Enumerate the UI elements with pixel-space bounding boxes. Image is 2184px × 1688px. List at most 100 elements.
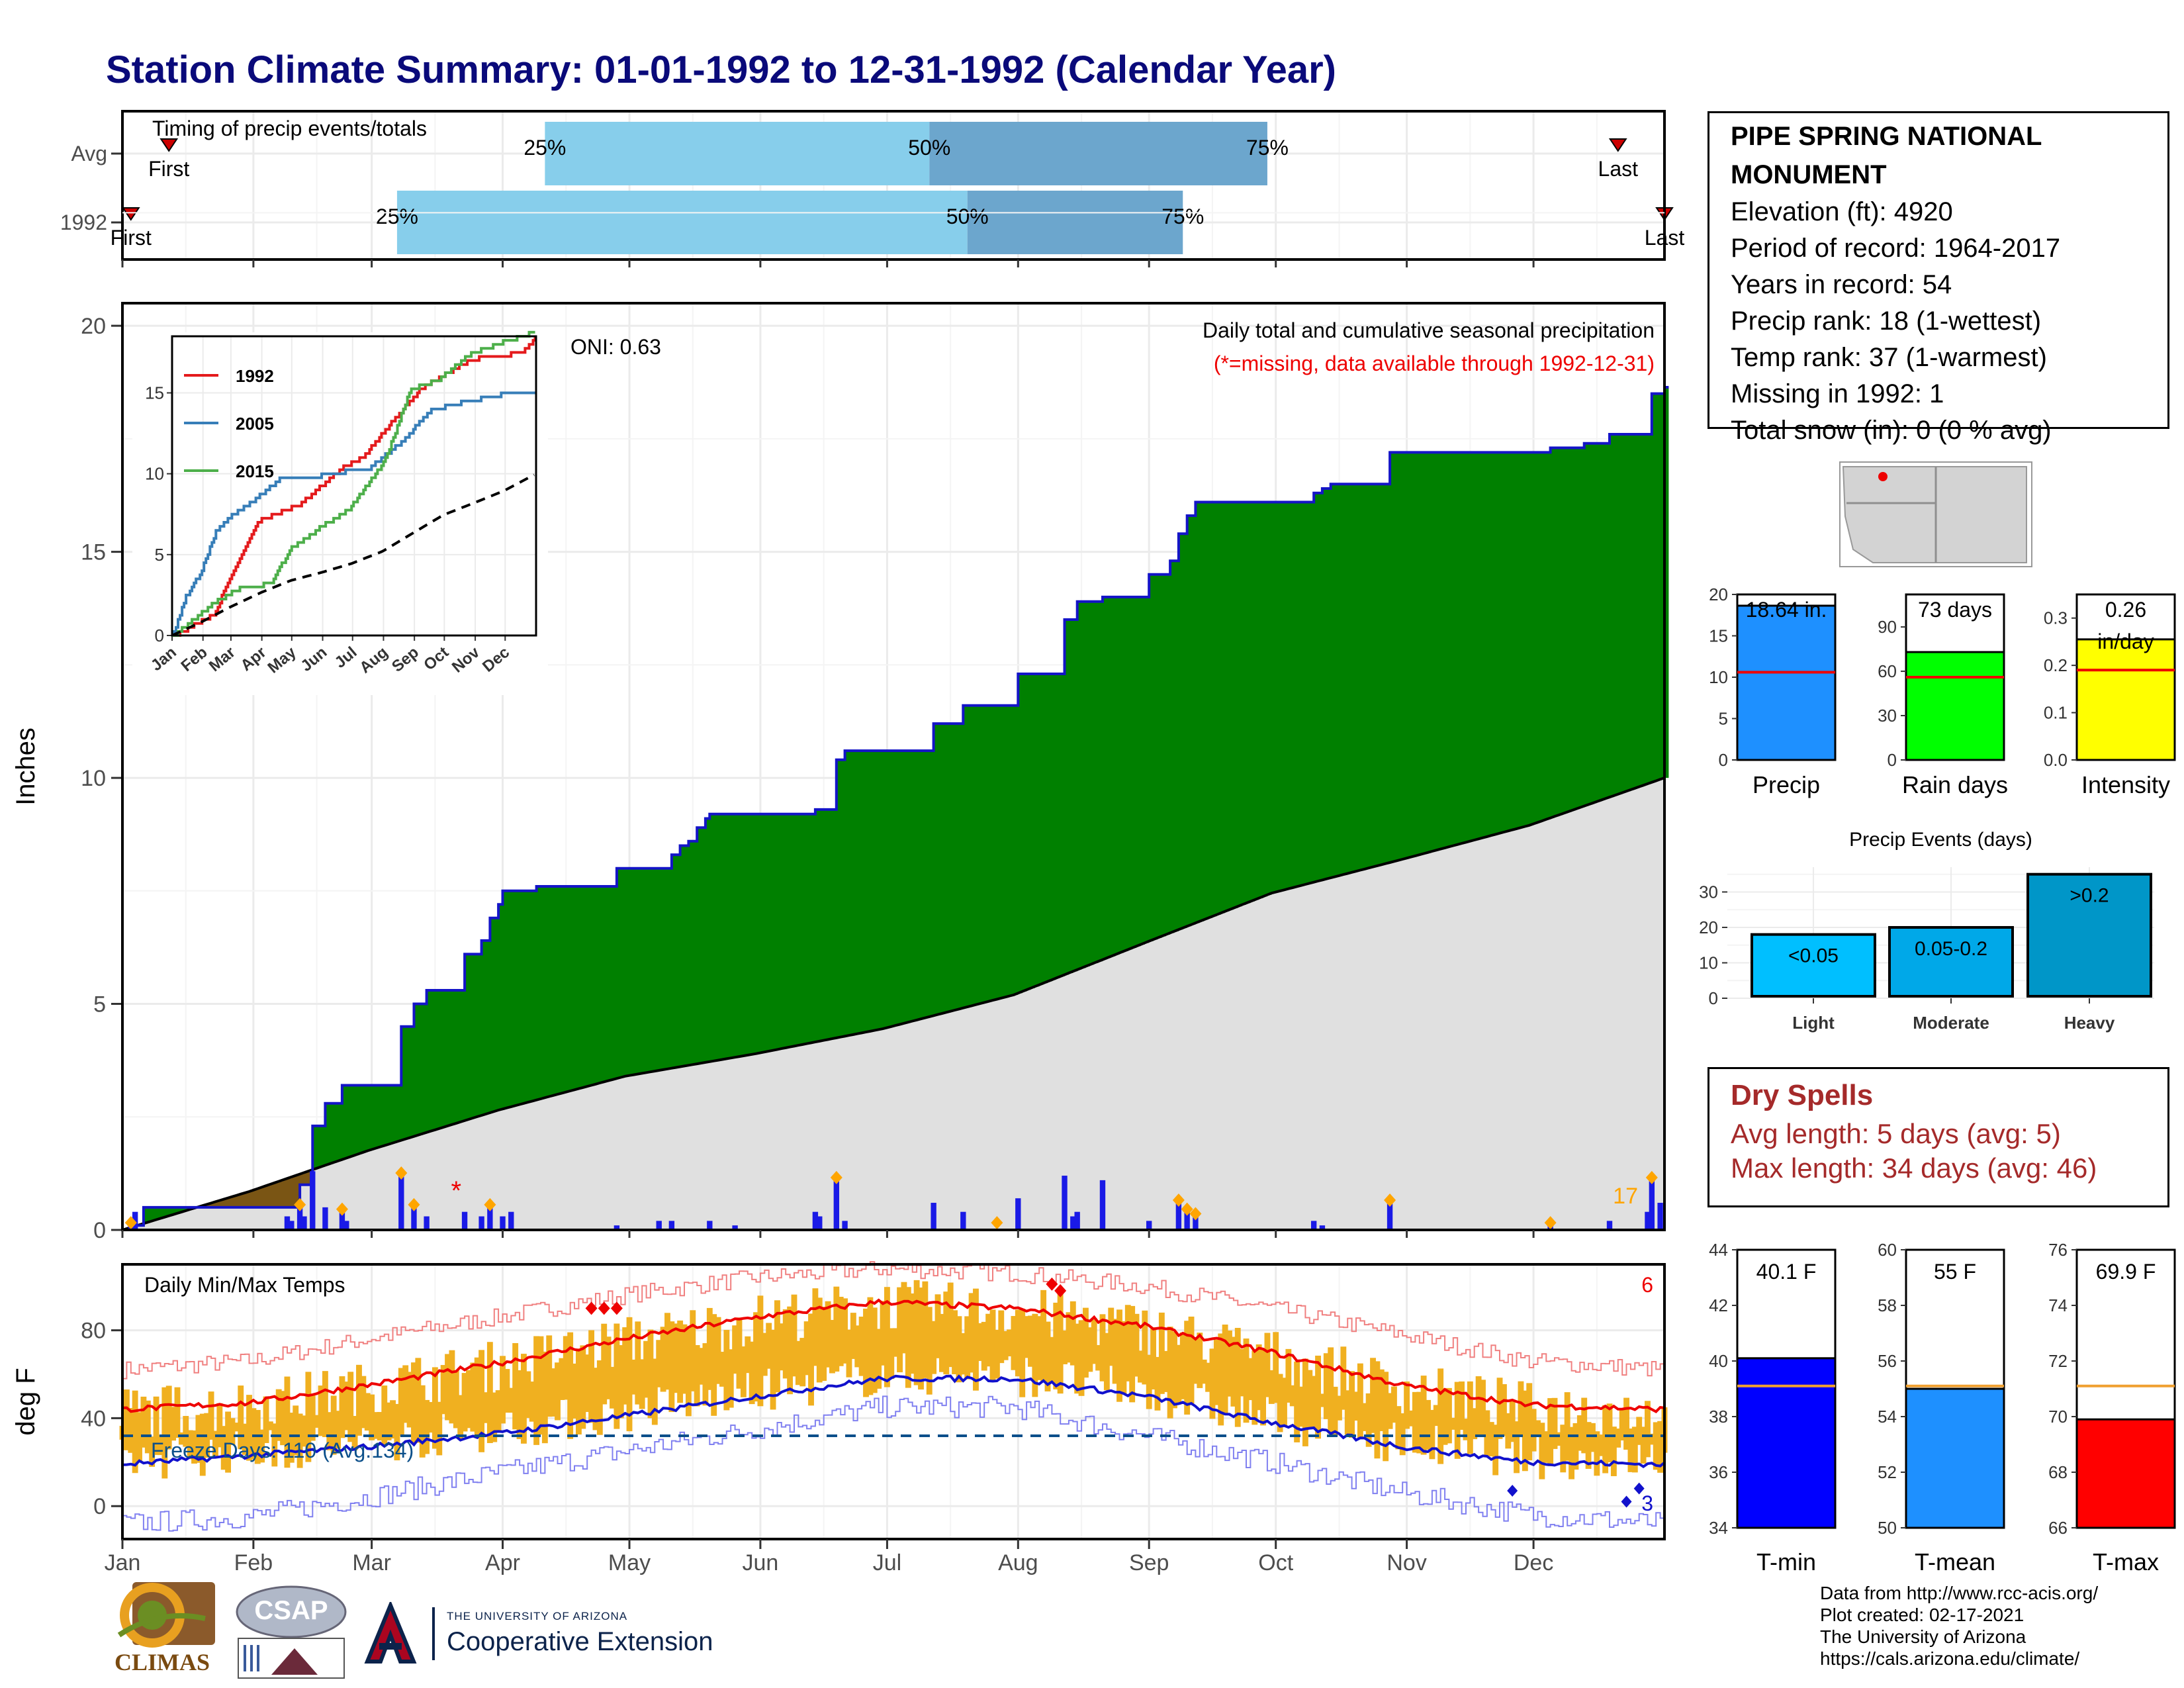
temp-daily-bar — [1315, 1355, 1321, 1439]
temp-panel-border — [121, 1263, 1666, 1540]
temp-daily-bar — [474, 1357, 480, 1438]
temp-daily-bar — [390, 1400, 396, 1439]
temp-record-low-icon — [1621, 1495, 1632, 1508]
temp-daily-bar — [508, 1387, 514, 1413]
month-label: Apr — [485, 1550, 520, 1575]
temp-daily-bar — [842, 1298, 848, 1364]
temp-daily-bar — [216, 1403, 223, 1448]
temp-daily-bar — [952, 1310, 958, 1375]
inset-series-line — [172, 336, 537, 637]
temp-daily-bar — [1091, 1318, 1097, 1364]
temp-daily-bar — [1518, 1381, 1524, 1436]
temp-daily-bar — [1412, 1391, 1418, 1453]
cum-daily-bar — [1146, 1221, 1152, 1230]
summary-ytick-label: 76 — [2048, 1240, 2068, 1260]
summary-ytick-label: 0 — [1719, 750, 1728, 770]
temp-daily-bar — [504, 1369, 510, 1413]
events-bar-label: <0.05 — [1788, 945, 1839, 967]
events-bar-label: >0.2 — [2070, 885, 2109, 907]
temp-daily-bar — [943, 1291, 950, 1375]
temp-daily-bar — [1277, 1374, 1283, 1432]
month-axis: Jan Feb Mar Apr May Jun Jul Aug Sep Oct Nov Dec — [105, 259, 1553, 1575]
month-label: Nov — [1387, 1550, 1426, 1575]
summary-value-bar — [1736, 1357, 1837, 1529]
temp-daily-bar — [1560, 1425, 1567, 1473]
temp-daily-bar — [335, 1411, 341, 1449]
temp-daily-bar — [1645, 1401, 1651, 1458]
temp-daily-bar — [516, 1370, 523, 1440]
temp-daily-bar — [1167, 1327, 1173, 1419]
temp-daily-bar — [1446, 1387, 1452, 1444]
temp-daily-bar — [1488, 1422, 1494, 1457]
temp-daily-bar — [1627, 1428, 1634, 1472]
cum-daily-bar — [1099, 1180, 1106, 1230]
temp-daily-bar — [1383, 1372, 1389, 1462]
temp-daily-bar — [643, 1340, 649, 1398]
cum-count-label: 17 — [1613, 1184, 1638, 1209]
temp-daily-bar — [1032, 1313, 1038, 1397]
temp-daily-bar — [1273, 1332, 1279, 1403]
summary-value-label: 69.9 F — [2096, 1260, 2156, 1284]
temp-daily-bar — [1213, 1339, 1220, 1405]
temp-daily-bar — [1251, 1350, 1258, 1425]
summary-ytick-label: 5 — [1719, 709, 1728, 729]
temp-daily-bar — [672, 1323, 679, 1393]
station-info-box: PIPE SPRING NATIONAL MONUMENT Elevation … — [1707, 111, 2169, 445]
cum-missing-marker: * — [451, 1176, 462, 1205]
temp-daily-bar — [1083, 1307, 1089, 1378]
timing-marker-icon — [1608, 138, 1627, 152]
temp-daily-bar — [1530, 1409, 1537, 1452]
temp-daily-bar — [580, 1345, 586, 1429]
temp-record-high-icon — [585, 1301, 598, 1315]
cum-daily-bar — [478, 1216, 484, 1230]
temp-daily-bar — [1015, 1309, 1021, 1377]
summary-ytick-label: 68 — [2048, 1462, 2068, 1482]
temp-daily-bar — [280, 1391, 287, 1446]
temp-daily-bar — [343, 1382, 349, 1430]
timing-marker-label: First — [148, 157, 189, 181]
temp-record-low-icon — [1633, 1482, 1645, 1495]
temp-daily-bar — [723, 1330, 730, 1411]
summary-ytick-label: 34 — [1709, 1518, 1728, 1538]
ua-small-text: THE UNIVERSITY OF ARIZONA — [447, 1610, 628, 1622]
temp-daily-bar — [1289, 1385, 1296, 1407]
temp-daily-bar — [229, 1418, 236, 1446]
temp-daily-bar — [1404, 1381, 1410, 1429]
csap-cloud-icon — [236, 1585, 347, 1679]
events-category-label: Moderate — [1913, 1013, 1989, 1033]
summary-ytick-label: 54 — [1878, 1407, 1897, 1427]
temp-ytick-label: 0 — [93, 1494, 106, 1519]
cum-daily-bar — [284, 1216, 291, 1230]
summary-panel-name: Intensity — [2081, 771, 2170, 798]
temp-daily-bar — [541, 1351, 548, 1444]
temp-daily-bar — [1526, 1383, 1533, 1461]
temp-daily-bar — [1399, 1413, 1406, 1456]
temp-daily-bar — [1197, 1333, 1203, 1388]
cum-daily-bar — [322, 1207, 328, 1230]
cum-daily-bar — [812, 1211, 819, 1230]
cum-title: Daily total and cumulative seasonal prec… — [1203, 318, 1655, 342]
temp-daily-bar — [537, 1336, 544, 1435]
cum-daily-bar — [1657, 1203, 1663, 1230]
cum-daily-bar — [398, 1176, 404, 1230]
temp-daily-bar — [318, 1385, 324, 1436]
cum-marker-icon — [395, 1166, 408, 1180]
temp-daily-bar — [1146, 1354, 1152, 1409]
temp-daily-bar — [512, 1342, 519, 1430]
temp-daily-bar — [267, 1421, 273, 1430]
temp-daily-bar — [436, 1401, 443, 1456]
temp-daily-bar — [660, 1327, 666, 1392]
temp-daily-bar — [715, 1317, 721, 1384]
temp-daily-bar — [1011, 1316, 1017, 1370]
inset-border — [171, 335, 537, 637]
cum-daily-bar — [833, 1180, 840, 1230]
events-bar — [2026, 872, 2152, 998]
cum-daily-bar — [1062, 1176, 1068, 1230]
map-state-border — [1846, 467, 1937, 563]
temp-daily-bar — [533, 1336, 540, 1445]
temp-daily-bar — [1623, 1397, 1629, 1450]
temp-daily-bar — [938, 1313, 945, 1372]
temp-daily-bar — [1353, 1391, 1359, 1421]
temp-daily-bar — [1124, 1305, 1131, 1382]
temp-daily-bar — [1437, 1368, 1444, 1464]
